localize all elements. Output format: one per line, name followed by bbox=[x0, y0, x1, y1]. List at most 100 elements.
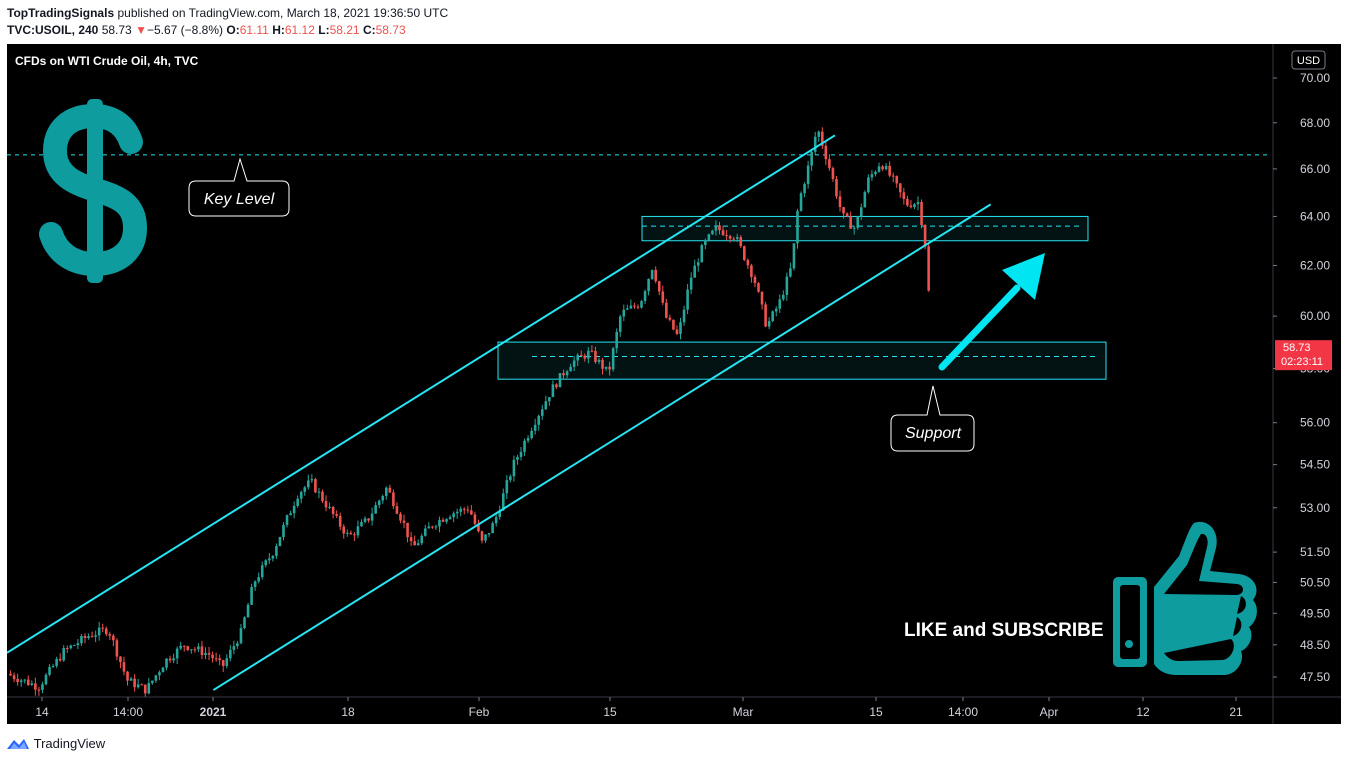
price-tick-label: 47.50 bbox=[1300, 670, 1330, 684]
price-tick-label: 60.00 bbox=[1300, 309, 1330, 323]
candle-body bbox=[785, 276, 789, 295]
price-axis[interactable]: 70.0068.0066.0064.0062.0060.0058.0056.00… bbox=[1273, 71, 1330, 684]
candle-body bbox=[604, 366, 608, 369]
candle-body bbox=[757, 283, 760, 292]
candle-body bbox=[636, 306, 640, 308]
candle-body bbox=[824, 145, 828, 160]
candle-body bbox=[182, 645, 186, 647]
support-label: Support bbox=[905, 425, 962, 442]
candle-body bbox=[48, 666, 51, 675]
candle-body bbox=[707, 234, 711, 241]
candle-body bbox=[647, 278, 650, 292]
channel-upper-line[interactable] bbox=[7, 134, 836, 654]
candle-body bbox=[920, 201, 923, 226]
candle-body bbox=[661, 291, 665, 303]
candle-body bbox=[34, 683, 37, 690]
candle-body bbox=[916, 201, 920, 205]
candle-body bbox=[852, 227, 856, 229]
candle-body bbox=[260, 565, 264, 578]
chart-area[interactable]: Key Level Support LIKE and SUBSCRIBE CFD… bbox=[7, 44, 1341, 724]
candle-body bbox=[526, 438, 530, 441]
candle-body bbox=[505, 480, 509, 494]
candle-body bbox=[735, 237, 739, 239]
chart-canvas[interactable]: Key Level Support LIKE and SUBSCRIBE CFD… bbox=[7, 44, 1341, 724]
chart-title: CFDs on WTI Crude Oil, 4h, TVC bbox=[15, 54, 199, 68]
candle-body bbox=[303, 487, 307, 492]
high-label: H: bbox=[272, 23, 285, 37]
candle-body bbox=[477, 523, 480, 532]
candle-body bbox=[87, 636, 90, 639]
candle-body bbox=[774, 308, 778, 312]
candle-body bbox=[165, 658, 168, 668]
support-zone[interactable] bbox=[497, 341, 1107, 380]
candle-body bbox=[615, 331, 619, 349]
last-price-tag: 58.73 02:23:11 bbox=[1275, 340, 1332, 371]
time-tick-label: 18 bbox=[341, 705, 355, 719]
candle-body bbox=[73, 645, 76, 647]
currency-badge[interactable]: USD bbox=[1291, 50, 1326, 70]
tradingview-brand[interactable]: TradingView bbox=[33, 736, 106, 752]
candle-body bbox=[193, 649, 197, 651]
price-change: −5.67 (−8.8%) bbox=[146, 23, 224, 37]
time-tick-label: 15 bbox=[869, 705, 883, 719]
price-tick-label: 49.50 bbox=[1300, 606, 1330, 620]
candle-body bbox=[693, 265, 696, 278]
candle-body bbox=[211, 654, 214, 659]
channel-lower-line[interactable] bbox=[212, 203, 992, 691]
candle-body bbox=[718, 225, 721, 231]
author-name[interactable]: TopTradingSignals bbox=[7, 6, 115, 20]
candle-body bbox=[250, 586, 253, 605]
candle-body bbox=[200, 646, 204, 656]
candle-body bbox=[682, 309, 686, 323]
candle-body bbox=[335, 514, 338, 516]
candle-body bbox=[299, 491, 303, 499]
candle-body bbox=[271, 555, 275, 559]
price-tick-label: 62.00 bbox=[1300, 258, 1330, 272]
candle-body bbox=[328, 506, 331, 508]
candle-body bbox=[626, 308, 629, 310]
candle-body bbox=[41, 684, 44, 690]
time-tick-label: 15 bbox=[603, 705, 617, 719]
candle-body bbox=[26, 679, 30, 685]
candle-body bbox=[466, 509, 470, 511]
candle-body bbox=[143, 684, 147, 694]
candle-body bbox=[147, 683, 151, 694]
candle-body bbox=[704, 240, 707, 246]
candle-body bbox=[360, 521, 363, 527]
candle-body bbox=[406, 522, 409, 538]
candle-body bbox=[9, 673, 12, 676]
time-axis[interactable]: 14 14:00 2021 18 Feb 15 Mar 15 14:00 Apr 12 21 bbox=[35, 697, 1243, 719]
time-tick-label: Mar bbox=[733, 705, 754, 719]
candle-body bbox=[792, 243, 796, 269]
candle-body bbox=[555, 384, 558, 388]
candle-body bbox=[76, 643, 80, 646]
candle-body bbox=[569, 366, 572, 372]
candle-body bbox=[643, 291, 647, 302]
candle-body bbox=[806, 165, 810, 184]
candle-body bbox=[870, 174, 874, 178]
candle-body bbox=[253, 581, 257, 587]
candle-body bbox=[558, 373, 562, 388]
candle-body bbox=[803, 183, 806, 194]
candle-body bbox=[214, 658, 218, 660]
candle-body bbox=[540, 409, 544, 416]
candle-body bbox=[97, 627, 101, 636]
candle-body bbox=[512, 459, 516, 477]
candle-body bbox=[12, 675, 16, 680]
candle-body bbox=[119, 656, 122, 663]
price-tick-label: 66.00 bbox=[1300, 162, 1330, 176]
candle-body bbox=[831, 168, 835, 180]
candle-body bbox=[58, 658, 62, 661]
candle-body bbox=[94, 635, 97, 637]
low-label: L: bbox=[318, 23, 330, 37]
candle-body bbox=[445, 519, 448, 522]
price-tick-label: 51.50 bbox=[1300, 545, 1330, 559]
candle-body bbox=[501, 493, 505, 511]
candle-body bbox=[44, 674, 48, 685]
chart-header: TopTradingSignals published on TradingVi… bbox=[7, 4, 1337, 40]
candle-body bbox=[190, 649, 193, 651]
tradingview-logo-icon[interactable] bbox=[6, 737, 30, 751]
close-label: C: bbox=[362, 23, 376, 37]
time-tick-label: 14:00 bbox=[113, 705, 143, 719]
candle-body bbox=[420, 535, 424, 544]
